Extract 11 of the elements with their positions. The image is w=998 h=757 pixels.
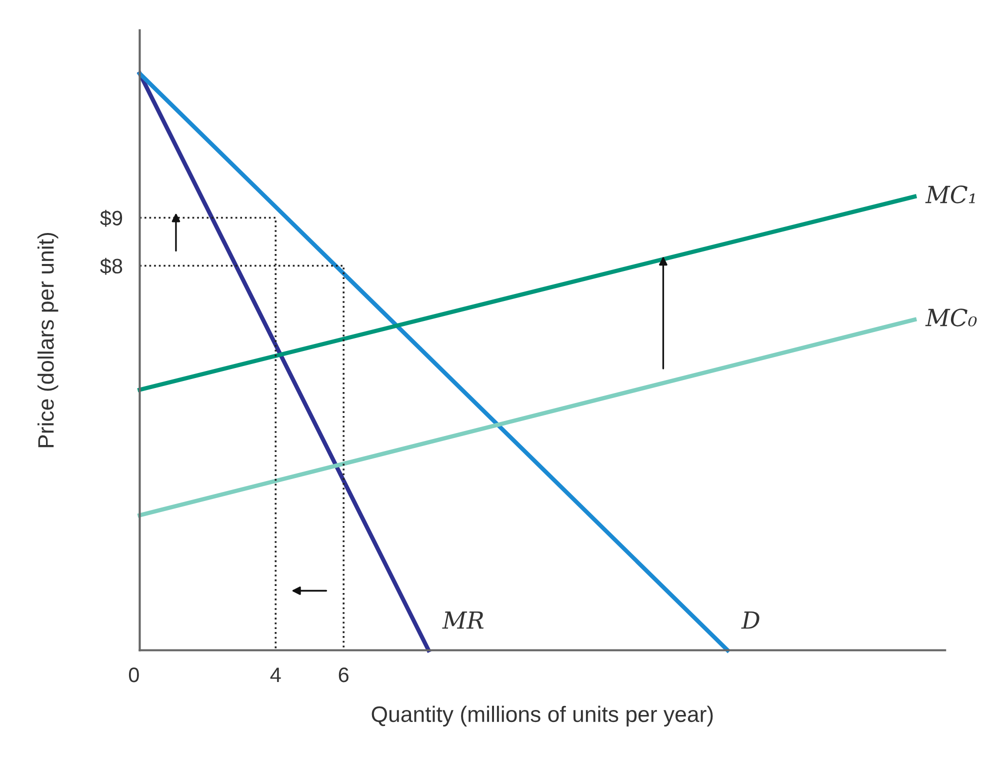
x-tick-label: 0	[128, 667, 139, 682]
y-axis-title: Price (dollars per unit)	[38, 232, 58, 448]
series-label: MC₁	[925, 186, 975, 204]
x-axis-title: Quantity (millions of units per year)	[372, 706, 713, 727]
series-label: MR	[442, 611, 484, 629]
x-tick-label: 4	[270, 668, 281, 682]
x-tick-label: 6	[338, 667, 348, 682]
series-label: D	[741, 611, 760, 629]
y-tick-label: $8	[100, 258, 122, 275]
series-label: MC₀	[925, 308, 977, 326]
y-tick-label: $9	[100, 210, 122, 227]
